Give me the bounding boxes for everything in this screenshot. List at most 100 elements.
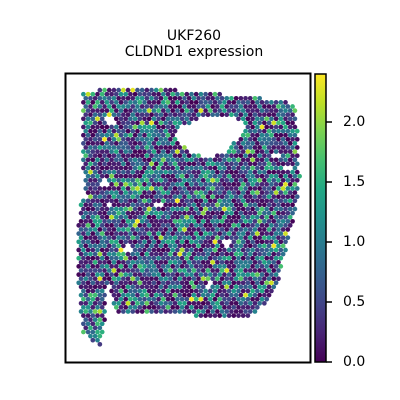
spot bbox=[163, 161, 168, 167]
spot bbox=[97, 87, 103, 93]
spot bbox=[175, 173, 180, 179]
spot bbox=[226, 296, 232, 302]
spot bbox=[196, 177, 201, 183]
spot bbox=[243, 194, 248, 200]
spot bbox=[165, 231, 171, 236]
spot bbox=[273, 190, 279, 195]
spot bbox=[165, 239, 171, 245]
spot bbox=[142, 141, 147, 146]
spot bbox=[233, 218, 239, 224]
spot bbox=[113, 141, 119, 146]
spot bbox=[269, 214, 274, 220]
spot bbox=[271, 145, 277, 150]
spot bbox=[139, 120, 145, 126]
spot bbox=[186, 104, 192, 109]
spot bbox=[146, 182, 152, 187]
spot bbox=[99, 116, 105, 122]
spot bbox=[118, 124, 124, 130]
spot bbox=[191, 194, 197, 200]
spot bbox=[266, 235, 272, 241]
spot bbox=[144, 235, 150, 241]
spot bbox=[175, 198, 180, 204]
spot bbox=[222, 190, 227, 195]
spot bbox=[198, 206, 204, 212]
spot bbox=[160, 91, 166, 97]
spot bbox=[92, 251, 98, 257]
spot bbox=[278, 231, 284, 236]
spot bbox=[163, 87, 168, 93]
spot bbox=[128, 231, 133, 236]
spot bbox=[212, 305, 218, 310]
spot bbox=[106, 104, 112, 109]
spot bbox=[85, 239, 91, 245]
spot bbox=[198, 247, 204, 253]
spot bbox=[254, 198, 260, 204]
spot bbox=[252, 202, 258, 208]
spot bbox=[175, 239, 180, 245]
spot bbox=[252, 145, 258, 150]
spot bbox=[189, 272, 194, 277]
spot bbox=[259, 264, 265, 269]
spot bbox=[85, 313, 91, 318]
spot bbox=[259, 214, 265, 220]
spot bbox=[170, 198, 176, 204]
spot bbox=[88, 202, 93, 208]
spot bbox=[217, 223, 223, 228]
spot bbox=[193, 214, 199, 220]
spot bbox=[132, 255, 138, 261]
spot bbox=[76, 231, 82, 236]
spot bbox=[271, 104, 277, 109]
spot bbox=[280, 136, 286, 142]
spot bbox=[153, 136, 159, 142]
spot bbox=[121, 202, 126, 208]
spot bbox=[125, 292, 131, 298]
spot bbox=[135, 268, 140, 273]
spot bbox=[128, 264, 133, 269]
spot bbox=[163, 235, 168, 241]
spot bbox=[142, 272, 147, 277]
spot bbox=[97, 268, 103, 273]
spot bbox=[158, 309, 164, 314]
spot bbox=[236, 239, 241, 245]
spot-layer bbox=[76, 87, 302, 347]
spot bbox=[177, 268, 183, 273]
spot bbox=[137, 214, 143, 220]
spot bbox=[290, 112, 295, 118]
spot bbox=[88, 227, 93, 232]
spot bbox=[168, 145, 173, 150]
spot bbox=[182, 259, 187, 265]
spot bbox=[273, 173, 279, 179]
spot bbox=[88, 210, 93, 216]
spot bbox=[243, 128, 248, 134]
spot bbox=[102, 317, 107, 323]
spot bbox=[97, 333, 103, 339]
spot bbox=[149, 210, 154, 216]
spot bbox=[163, 153, 168, 159]
spot bbox=[236, 255, 241, 261]
spot bbox=[259, 108, 265, 113]
spot bbox=[85, 173, 91, 179]
spot bbox=[273, 149, 279, 154]
spot bbox=[264, 214, 270, 220]
spot bbox=[99, 329, 105, 335]
spot bbox=[245, 108, 251, 113]
spot bbox=[205, 243, 211, 249]
spot bbox=[139, 153, 145, 159]
spot bbox=[128, 206, 133, 212]
spot bbox=[175, 141, 180, 146]
spot bbox=[158, 104, 164, 109]
spot bbox=[222, 198, 227, 204]
spot bbox=[250, 182, 255, 187]
spot bbox=[125, 259, 131, 265]
spot bbox=[283, 132, 288, 138]
spot bbox=[151, 239, 157, 245]
spot bbox=[149, 202, 154, 208]
spot bbox=[264, 272, 270, 277]
spot bbox=[118, 255, 124, 261]
spot bbox=[245, 182, 251, 187]
spot bbox=[151, 108, 157, 113]
spot bbox=[99, 124, 105, 130]
spot bbox=[118, 132, 124, 138]
spot bbox=[287, 198, 293, 204]
spot bbox=[245, 100, 251, 105]
